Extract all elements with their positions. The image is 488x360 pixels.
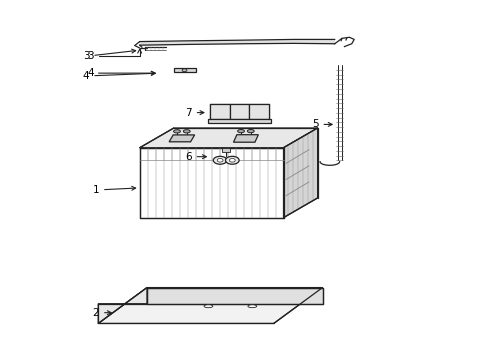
Text: 6: 6: [185, 152, 206, 162]
Polygon shape: [147, 288, 322, 304]
Text: 5: 5: [311, 120, 331, 129]
Polygon shape: [233, 135, 258, 142]
Polygon shape: [249, 104, 268, 119]
Polygon shape: [173, 68, 195, 72]
Ellipse shape: [247, 305, 256, 308]
Ellipse shape: [182, 69, 186, 72]
Polygon shape: [140, 128, 317, 148]
Text: 3: 3: [82, 49, 135, 61]
Ellipse shape: [217, 158, 223, 162]
Polygon shape: [229, 104, 249, 119]
Ellipse shape: [225, 156, 239, 164]
Polygon shape: [98, 288, 147, 323]
Ellipse shape: [173, 130, 180, 133]
Text: 3: 3: [87, 51, 94, 61]
Polygon shape: [98, 288, 322, 323]
Ellipse shape: [183, 130, 190, 133]
Text: 4: 4: [87, 68, 94, 78]
Text: 2: 2: [92, 308, 111, 318]
Bar: [222, 148, 229, 152]
Polygon shape: [140, 148, 283, 218]
Polygon shape: [207, 119, 271, 123]
Text: 4: 4: [82, 71, 155, 81]
Polygon shape: [210, 104, 229, 119]
Ellipse shape: [237, 130, 244, 133]
Text: 1: 1: [92, 185, 135, 195]
Ellipse shape: [213, 156, 226, 164]
Ellipse shape: [229, 158, 235, 162]
Polygon shape: [283, 128, 317, 218]
Ellipse shape: [203, 305, 212, 308]
Ellipse shape: [247, 130, 254, 133]
Text: 7: 7: [185, 108, 203, 118]
Polygon shape: [169, 135, 194, 142]
